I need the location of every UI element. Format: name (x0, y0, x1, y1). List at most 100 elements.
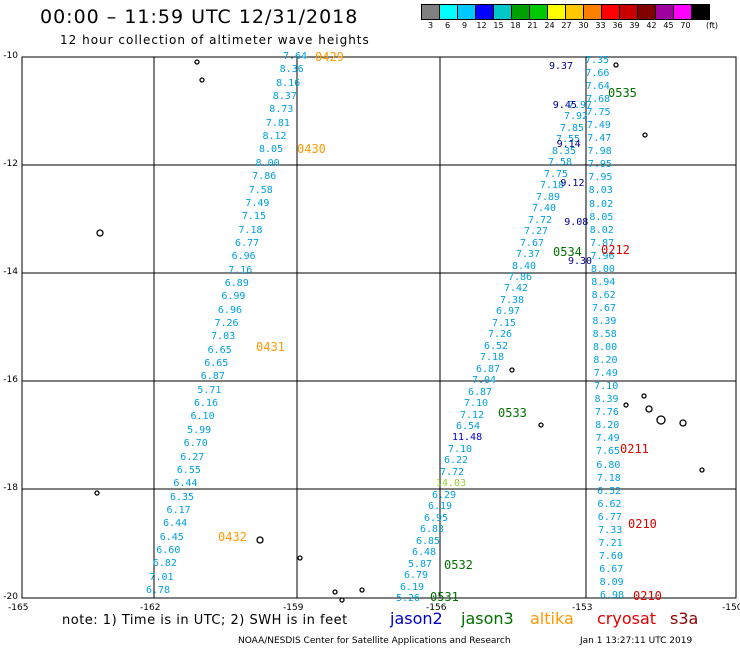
swh-value: 6.44 (163, 518, 188, 530)
swh-value: 7.27 (524, 226, 549, 238)
swh-value: 6.29 (432, 489, 457, 501)
swh-value: 6.77 (235, 237, 260, 249)
swh-value: 6.60 (156, 544, 181, 556)
swh-value: 6.80 (596, 459, 621, 471)
swh-value: 5.71 (197, 384, 222, 396)
swh-value: 8.09 (599, 576, 624, 588)
swh-value: 6.87 (200, 371, 225, 383)
pass-time-label: 0533 (498, 406, 527, 420)
scale-label: 18 (510, 21, 521, 30)
pass-time-label: 0212 (601, 243, 630, 257)
satellite-legend-item: jason3 (461, 609, 514, 628)
swh-value: 8.00 (255, 157, 280, 169)
swh-value: 8.73 (269, 104, 294, 116)
swh-value: 7.49 (593, 368, 618, 380)
swh-value: 8.05 (259, 144, 284, 156)
swh-value: 7.10 (594, 381, 619, 393)
swh-value: 6.22 (444, 455, 469, 467)
swh-value: 6.77 (597, 511, 622, 523)
island-outline (641, 393, 647, 399)
swh-value: 7.18 (480, 352, 505, 364)
island-outline (642, 132, 648, 138)
scale-label: 6 (444, 21, 451, 30)
y-axis-label: -16 (3, 375, 18, 385)
scale-label: 45 (663, 21, 674, 30)
swh-value: 7.03 (211, 331, 236, 343)
scale-label: 36 (612, 21, 623, 30)
swh-value: 7.75 (544, 168, 569, 180)
satellite-legend-item: jason2 (390, 609, 443, 628)
swh-value: 14.03 (436, 478, 467, 490)
swh-value: 7.60 (598, 550, 623, 562)
swh-value: 8.62 (591, 289, 616, 301)
x-axis-label: -153 (572, 603, 593, 613)
scale-label: 42 (646, 21, 657, 30)
swh-value: 7.64 (585, 81, 610, 93)
swh-value: 7.97 (568, 100, 593, 111)
swh-value: 7.18 (596, 472, 621, 484)
swh-value: 11.48 (452, 432, 483, 444)
pass-time-label: 0429 (315, 50, 344, 64)
swh-value: 6.65 (204, 358, 229, 370)
x-axis-label: -156 (426, 603, 447, 613)
swh-value: 8.02 (589, 198, 614, 210)
x-axis-label: -150 (722, 603, 740, 613)
swh-value: 8.35 (552, 145, 577, 157)
swh-value: 7.01 (149, 571, 174, 583)
scale-swatch (691, 4, 710, 20)
chart-title: 00:00 – 11:59 UTC 12/31/2018 (40, 6, 359, 28)
island-outline (656, 415, 666, 425)
swh-value: 7.18 (238, 224, 263, 236)
swh-value: 7.38 (500, 294, 525, 306)
swh-value: 6.96 (217, 304, 243, 316)
swh-value: 9.14 (556, 139, 581, 150)
swh-value: 7.12 (460, 409, 485, 421)
island-outline (332, 589, 338, 595)
swh-value: 8.40 (512, 260, 537, 272)
scale-unit: (ft) (706, 21, 719, 30)
swh-value: 8.12 (262, 131, 287, 143)
swh-value: 7.58 (548, 157, 573, 169)
swh-value: 7.21 (598, 537, 623, 549)
swh-value: 6.52 (597, 485, 622, 497)
swh-value: 7.16 (228, 264, 253, 276)
satellite-legend-item: cryosat (597, 609, 657, 628)
island-outline (679, 419, 687, 427)
swh-value: 6.85 (416, 535, 441, 547)
pass-time-label: 0210 (633, 589, 662, 603)
island-outline (96, 229, 104, 237)
scale-label: 15 (493, 21, 504, 30)
swh-value: 6.79 (404, 570, 429, 582)
y-axis-label: -18 (3, 483, 18, 493)
grid-lines (22, 57, 736, 598)
swh-value: 7.15 (241, 211, 266, 223)
swh-value: 7.72 (528, 214, 553, 226)
swh-value: 8.00 (593, 342, 618, 354)
swh-value: 6.19 (400, 581, 425, 593)
swh-value: 8.37 (272, 91, 297, 103)
swh-value: 9.45 (552, 100, 577, 111)
swh-value: 9.30 (568, 256, 593, 267)
island-outline (645, 405, 653, 413)
island-outline (509, 367, 515, 373)
swh-value: 6.62 (597, 498, 622, 510)
swh-value: 7.75 (586, 107, 611, 119)
swh-value: 7.42 (504, 283, 529, 295)
timestamp-text: Jan 1 13:27:11 UTC 2019 (580, 636, 693, 646)
swh-value: 6.48 (412, 547, 437, 559)
swh-value: 8.20 (595, 420, 620, 432)
swh-value: 6.97 (496, 306, 521, 318)
swh-value: 7.49 (245, 197, 270, 209)
x-axis-label: -165 (8, 603, 29, 613)
pass-time-label: 0211 (620, 442, 649, 456)
chart-subtitle: 12 hour collection of altimeter wave hei… (60, 33, 370, 47)
swh-value: 7.10 (448, 443, 473, 455)
island-outline (194, 59, 200, 65)
swh-value: 6.17 (166, 504, 191, 516)
color-scale (421, 4, 710, 20)
swh-value: 7.10 (464, 398, 489, 410)
swh-value: 8.20 (593, 355, 618, 367)
pass-time-label: 0431 (256, 340, 285, 354)
swh-value: 9.08 (564, 217, 589, 228)
island-outline (199, 77, 205, 83)
